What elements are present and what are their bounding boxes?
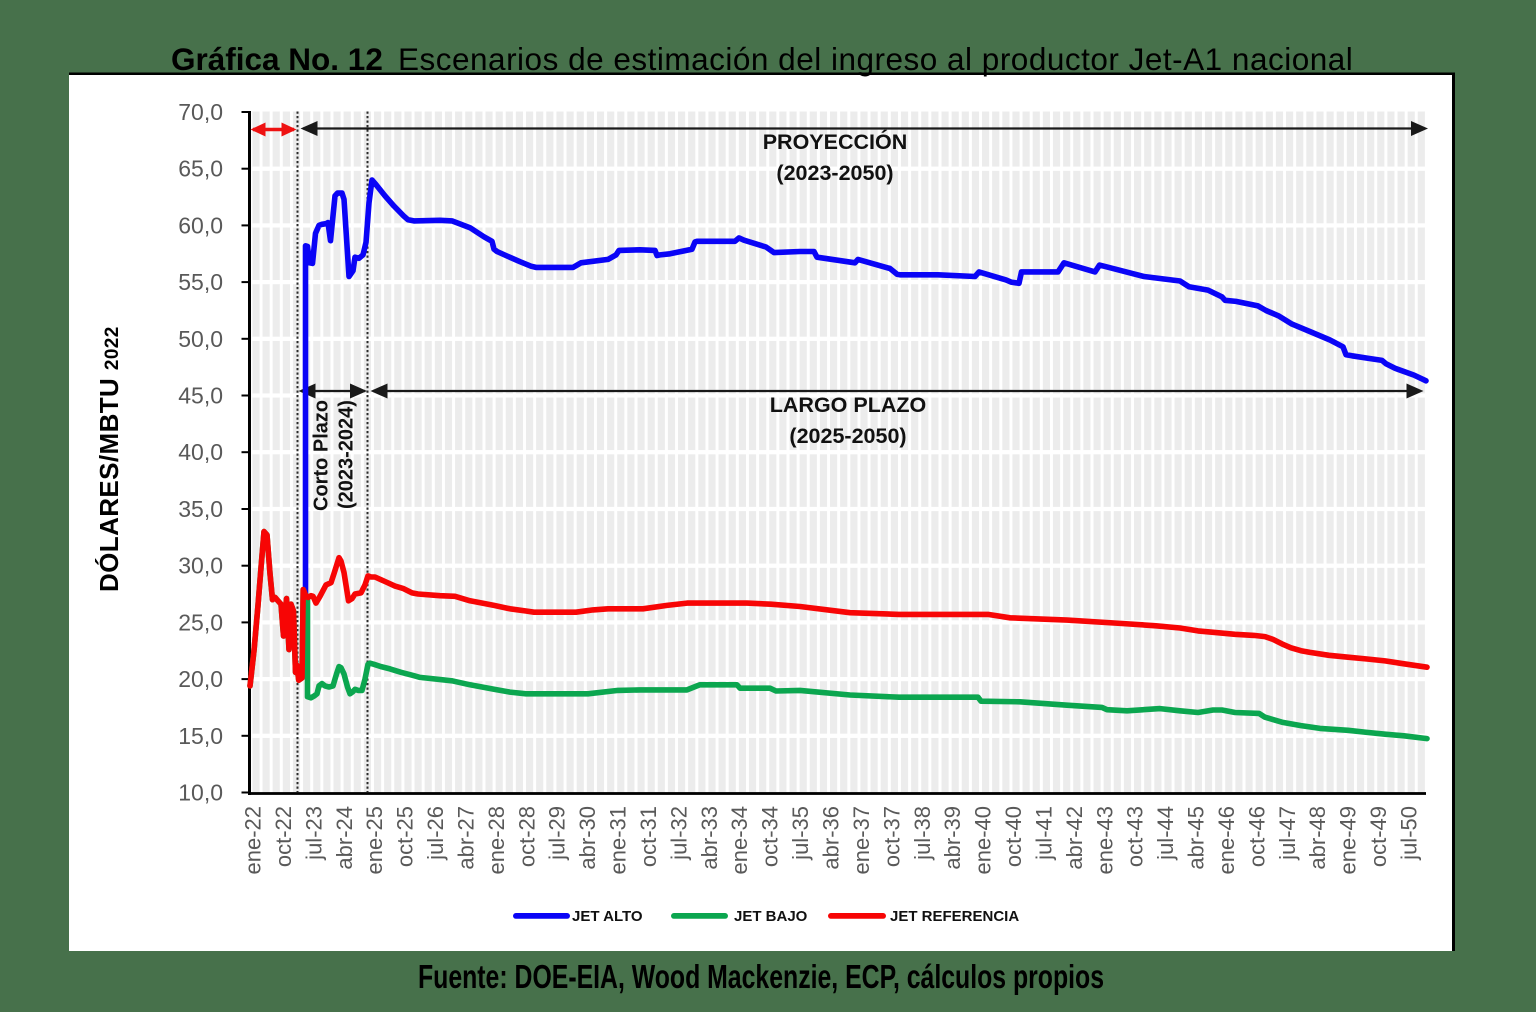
svg-text:ene-31: ene-31 — [606, 806, 631, 875]
svg-text:Escenarios de estimación del i: Escenarios de estimación del ingreso al … — [398, 41, 1353, 77]
svg-text:oct-25: oct-25 — [393, 806, 418, 867]
svg-text:jul-35: jul-35 — [788, 806, 813, 861]
svg-text:Corto Plazo: Corto Plazo — [311, 400, 333, 511]
svg-text:jul-29: jul-29 — [545, 806, 570, 861]
svg-text:(2025-2050): (2025-2050) — [789, 424, 906, 448]
svg-text:JET REFERENCIA: JET REFERENCIA — [890, 908, 1019, 925]
svg-text:25,0: 25,0 — [178, 609, 223, 635]
svg-text:oct-37: oct-37 — [879, 806, 904, 867]
svg-text:40,0: 40,0 — [178, 439, 223, 465]
svg-text:abr-39: abr-39 — [940, 806, 965, 870]
svg-text:abr-45: abr-45 — [1184, 806, 1209, 870]
svg-text:35,0: 35,0 — [178, 496, 223, 522]
svg-text:ene-49: ene-49 — [1336, 806, 1361, 875]
svg-text:55,0: 55,0 — [178, 269, 223, 295]
svg-text:jul-23: jul-23 — [301, 806, 326, 861]
svg-text:abr-30: abr-30 — [575, 806, 600, 870]
svg-text:50,0: 50,0 — [178, 326, 223, 352]
svg-text:20,0: 20,0 — [178, 666, 223, 692]
svg-text:oct-34: oct-34 — [758, 806, 783, 867]
svg-text:abr-36: abr-36 — [819, 806, 844, 870]
svg-text:ene-25: ene-25 — [362, 806, 387, 875]
svg-text:abr-42: abr-42 — [1062, 806, 1087, 870]
svg-text:oct-22: oct-22 — [271, 806, 296, 867]
svg-text:ene-28: ene-28 — [484, 806, 509, 875]
svg-text:LARGO PLAZO: LARGO PLAZO — [770, 393, 926, 417]
svg-text:oct-31: oct-31 — [636, 806, 661, 867]
svg-text:PROYECCIÓN: PROYECCIÓN — [763, 129, 908, 154]
svg-text:jul-44: jul-44 — [1153, 806, 1178, 861]
svg-text:JET ALTO: JET ALTO — [572, 908, 643, 925]
svg-text:(2023-2024): (2023-2024) — [336, 400, 358, 509]
svg-text:abr-24: abr-24 — [332, 806, 357, 870]
svg-text:65,0: 65,0 — [178, 156, 223, 182]
svg-text:jul-38: jul-38 — [910, 806, 935, 861]
svg-text:45,0: 45,0 — [178, 383, 223, 409]
svg-text:ene-43: ene-43 — [1092, 806, 1117, 875]
svg-text:DÓLARES/MBTU 2022: DÓLARES/MBTU 2022 — [94, 326, 124, 592]
svg-text:oct-40: oct-40 — [1001, 806, 1026, 867]
svg-text:Gráfica No. 12: Gráfica No. 12 — [171, 41, 383, 77]
svg-text:jul-32: jul-32 — [666, 806, 691, 861]
svg-text:60,0: 60,0 — [178, 212, 223, 238]
svg-text:abr-27: abr-27 — [453, 806, 478, 870]
svg-text:ene-34: ene-34 — [727, 806, 752, 875]
svg-text:oct-28: oct-28 — [514, 806, 539, 867]
svg-text:oct-46: oct-46 — [1244, 806, 1269, 867]
svg-text:oct-43: oct-43 — [1123, 806, 1148, 867]
svg-text:ene-40: ene-40 — [971, 806, 996, 875]
svg-text:jul-26: jul-26 — [423, 806, 448, 861]
svg-text:Fuente: DOE-EIA, Wood Mackenzi: Fuente: DOE-EIA, Wood Mackenzie, ECP, cá… — [418, 958, 1104, 995]
svg-text:abr-33: abr-33 — [697, 806, 722, 870]
svg-text:70,0: 70,0 — [178, 99, 223, 125]
svg-text:30,0: 30,0 — [178, 553, 223, 579]
svg-text:15,0: 15,0 — [178, 723, 223, 749]
svg-text:jul-41: jul-41 — [1031, 806, 1056, 861]
svg-text:ene-22: ene-22 — [241, 806, 266, 875]
svg-text:abr-48: abr-48 — [1305, 806, 1330, 870]
svg-text:JET BAJO: JET BAJO — [734, 908, 808, 925]
svg-text:(2023-2050): (2023-2050) — [776, 161, 893, 185]
svg-text:ene-37: ene-37 — [849, 806, 874, 875]
svg-text:jul-50: jul-50 — [1397, 806, 1422, 861]
svg-text:10,0: 10,0 — [178, 780, 223, 806]
svg-text:ene-46: ene-46 — [1214, 806, 1239, 875]
svg-text:oct-49: oct-49 — [1366, 806, 1391, 867]
svg-text:jul-47: jul-47 — [1275, 806, 1300, 861]
